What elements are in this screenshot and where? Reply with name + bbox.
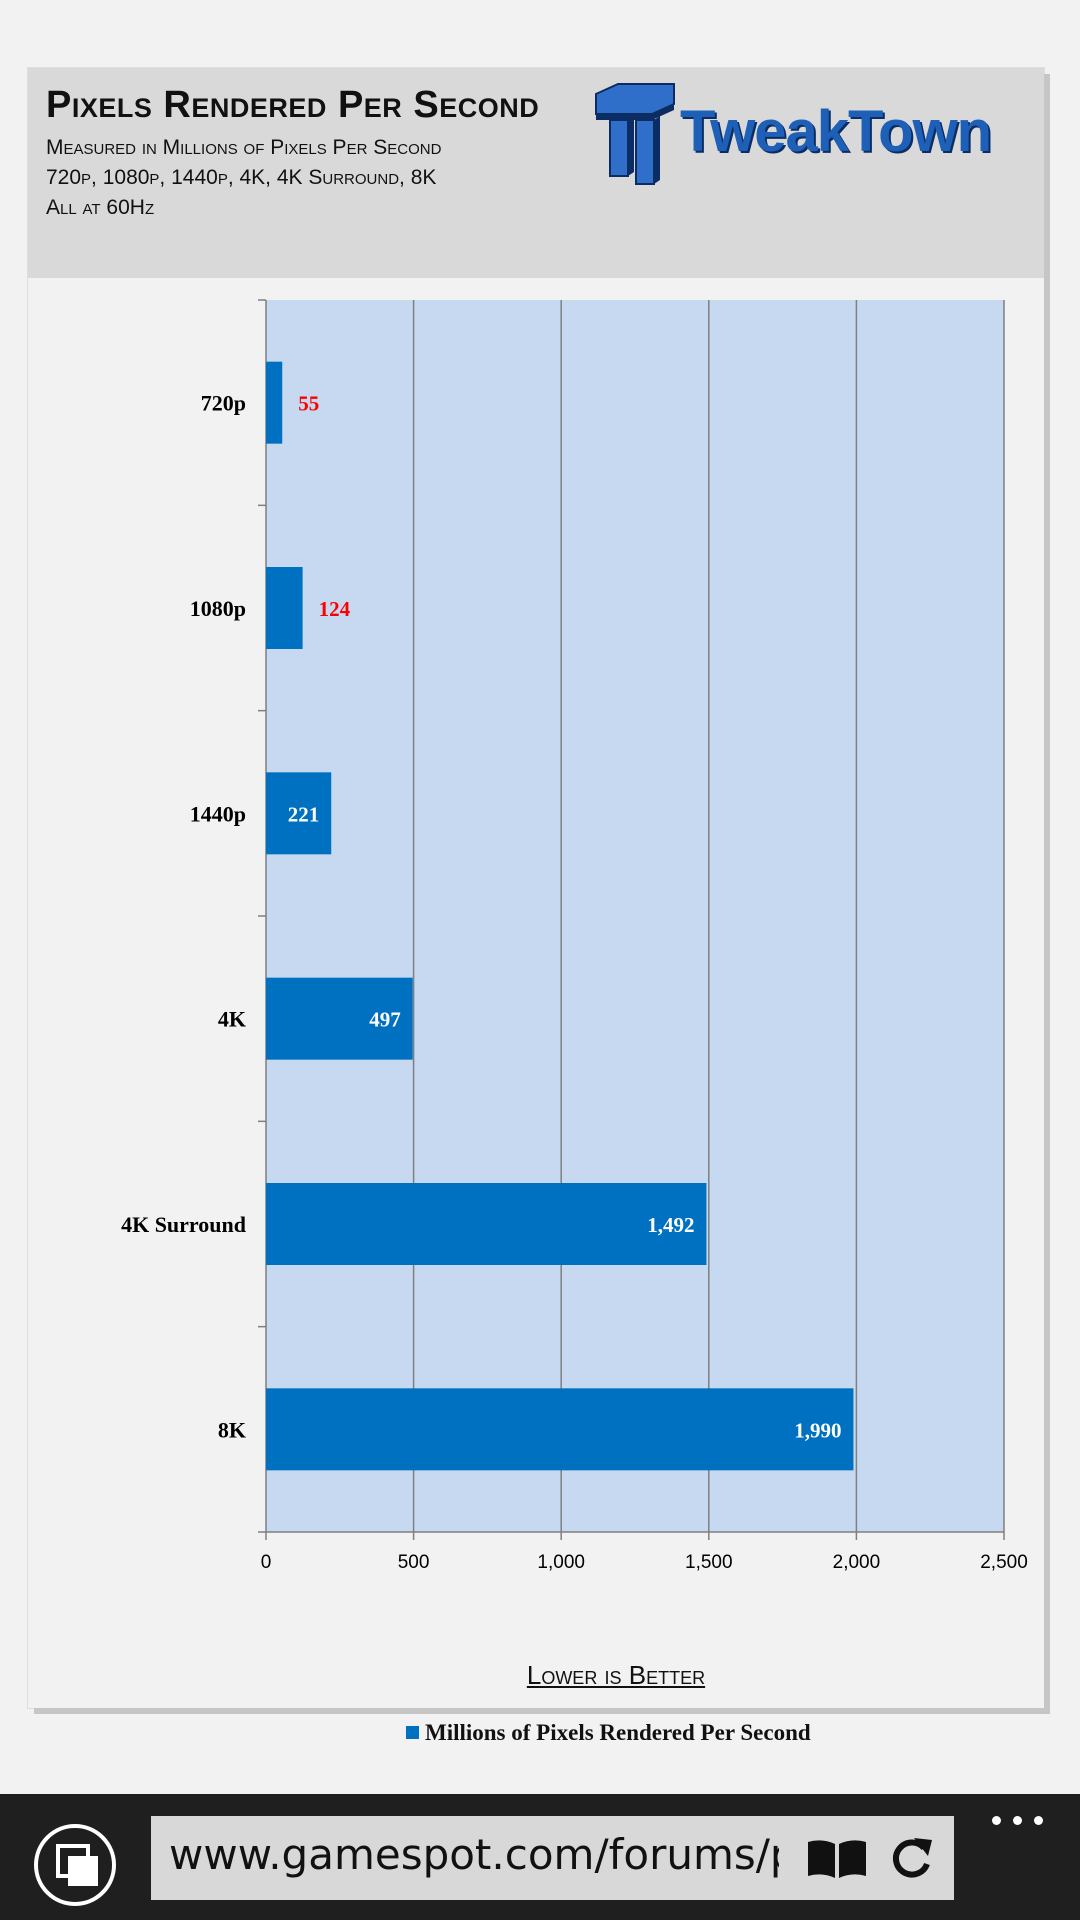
reading-view-icon[interactable] [806,1838,868,1880]
subtitle-line-1: Measured in Millions of Pixels Per Secon… [46,136,442,159]
tabs-icon [56,1844,98,1886]
chart-legend: Millions of Pixels Rendered Per Second [406,1720,811,1746]
url-text[interactable]: www.gamespot.com/forums/pc [169,1830,779,1879]
tabs-button[interactable] [34,1824,116,1906]
logo-mark-icon [595,83,675,185]
logo-wordmark: TweakTown [680,99,992,164]
legend-label: Millions of Pixels Rendered Per Second [425,1720,811,1745]
more-icon[interactable] [992,1810,1044,1830]
legend-swatch [406,1726,419,1739]
address-bar[interactable]: www.gamespot.com/forums/pc [151,1816,954,1900]
subtitle-line-3: All at 60Hz [46,196,155,219]
chart-title: Pixels Rendered Per Second [46,84,540,126]
tweaktown-logo: TweakTown [588,80,1048,190]
subtitle-line-2: 720p, 1080p, 1440p, 4K, 4K Surround, 8K [46,166,437,189]
chart-image: Pixels Rendered Per Second Measured in M… [28,68,1044,1745]
chart-header: Pixels Rendered Per Second Measured in M… [28,68,1044,278]
x-axis-title: Lower is Better [526,1660,706,1690]
browser-toolbar: www.gamespot.com/forums/pc [0,1794,1080,1920]
refresh-icon[interactable] [886,1834,936,1884]
